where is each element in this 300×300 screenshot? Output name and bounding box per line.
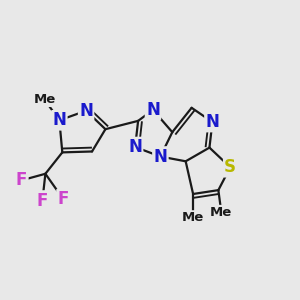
Text: Me: Me: [210, 206, 232, 219]
Text: F: F: [37, 191, 48, 209]
Text: N: N: [128, 138, 142, 156]
Text: N: N: [52, 111, 66, 129]
Text: F: F: [16, 171, 27, 189]
Text: S: S: [224, 158, 236, 176]
Text: N: N: [154, 148, 167, 166]
Text: N: N: [79, 102, 93, 120]
Text: N: N: [146, 101, 160, 119]
Text: F: F: [58, 190, 69, 208]
Text: Me: Me: [33, 93, 56, 106]
Text: Me: Me: [182, 211, 204, 224]
Text: N: N: [206, 113, 219, 131]
